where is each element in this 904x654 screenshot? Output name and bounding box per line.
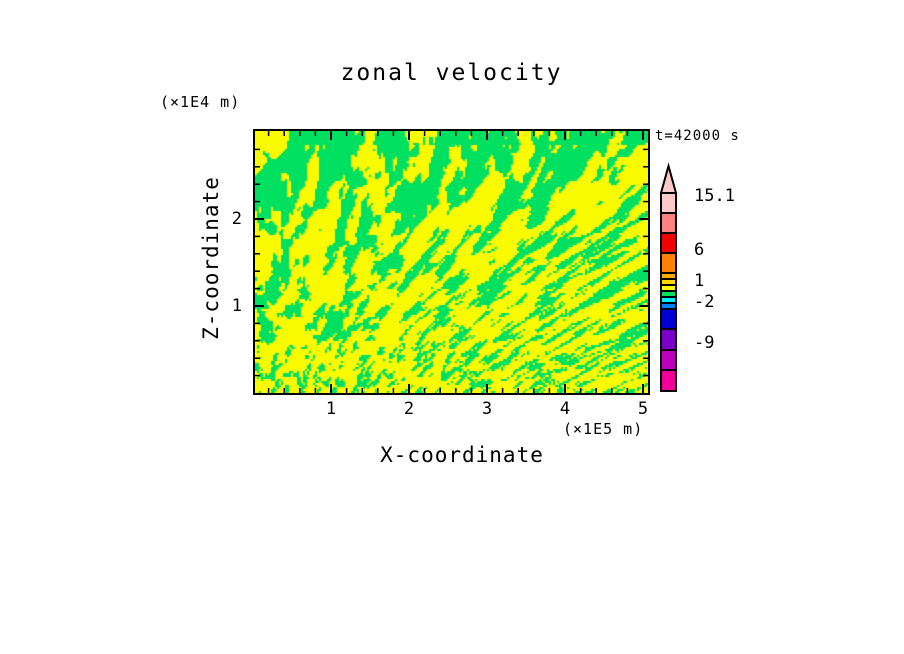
chart-title: zonal velocity <box>340 60 563 86</box>
x-tick-label: 2 <box>403 399 415 419</box>
colorbar-tick-label: -2 <box>694 292 715 312</box>
x-tick-label: 3 <box>481 399 493 419</box>
x-tick-label: 5 <box>637 399 649 419</box>
x-axis-label: X-coordinate <box>380 443 544 467</box>
colorbar-tick-label: 1 <box>694 271 705 291</box>
colorbar-tick-label: 6 <box>694 240 705 260</box>
colorbar-tick-label: -9 <box>694 333 715 353</box>
velocity-field-canvas <box>255 131 648 393</box>
x-tick-label: 4 <box>559 399 571 419</box>
colorbar <box>659 162 678 392</box>
axis-ticks <box>255 131 648 393</box>
y-tick-label: 1 <box>231 296 242 316</box>
plot-area <box>253 129 650 395</box>
x-tick-label: 1 <box>325 399 337 419</box>
colorbar-tick-label: 15.1 <box>694 186 735 206</box>
time-annotation: t=42000 s <box>655 128 740 144</box>
y-axis-label: Z-coordinate <box>199 176 223 340</box>
x-axis-units: (×1E5 m) <box>563 420 644 438</box>
y-tick-label: 2 <box>231 209 242 229</box>
y-axis-units: (×1E4 m) <box>160 93 241 111</box>
